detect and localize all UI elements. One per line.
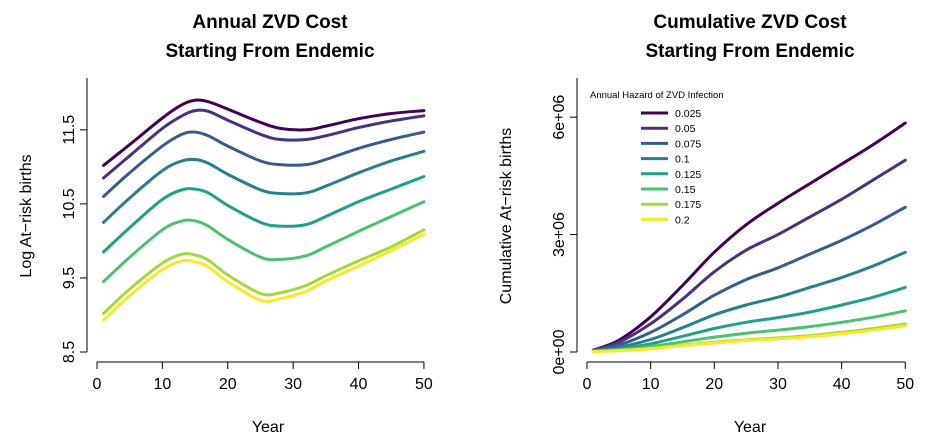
y-tick-label: 10.5	[61, 188, 78, 219]
series-line-0.1	[591, 250, 907, 353]
series-line-0.2	[591, 324, 907, 353]
series-line-0.175	[102, 228, 426, 315]
series-line-0.1	[102, 149, 426, 224]
y-tick-label: 6e+06	[551, 95, 568, 140]
x-tick-label: 40	[350, 376, 368, 393]
y-tick-label: 8.5	[61, 341, 78, 363]
series-line-0.075	[591, 205, 907, 352]
x-axis-label: Year	[734, 419, 767, 436]
legend-title: Annual Hazard of ZVD Infection	[590, 90, 724, 101]
series-line-0.05	[591, 158, 907, 352]
legend-label: 0.1	[675, 154, 690, 166]
x-tick-label: 30	[284, 376, 302, 393]
x-tick-label: 10	[642, 376, 660, 393]
x-tick-label: 10	[153, 376, 171, 393]
x-tick-label: 20	[705, 376, 723, 393]
y-axis-label: Log At−risk births	[18, 154, 35, 277]
legend-label: 0.075	[675, 138, 701, 150]
series-line-0.125	[591, 285, 907, 353]
chart-title-line-1: Annual ZVD Cost	[192, 12, 348, 33]
series-line-0.05	[102, 108, 426, 180]
legend-label: 0.15	[675, 184, 696, 196]
y-axis-label: Cumulative At−risk births	[498, 128, 515, 305]
series-line-0.15	[102, 200, 426, 284]
x-tick-label: 30	[769, 376, 787, 393]
chart-title-line-2: Starting From Endemic	[165, 41, 374, 62]
legend-label: 0.125	[675, 169, 701, 181]
series-line-0.125	[102, 175, 426, 254]
legend: Annual Hazard of ZVD Infection 0.025 0.05 0…	[590, 90, 724, 226]
annual-cost-panel: Annual ZVD Cost Starting From Endemic Ye…	[18, 12, 433, 436]
x-tick-label: 40	[833, 376, 851, 393]
chart-title-line-2: Starting From Endemic	[645, 41, 854, 62]
y-tick-label: 11.5	[61, 115, 78, 145]
legend-label: 0.175	[675, 199, 701, 211]
legend-label: 0.05	[675, 123, 696, 135]
legend-label: 0.2	[675, 214, 690, 226]
series-line-0.2	[102, 232, 426, 322]
series-line-0.025	[591, 121, 907, 352]
y-tick-label: 3e+06	[551, 212, 568, 257]
legend-label: 0.025	[675, 108, 701, 120]
y-tick-label: 9.5	[61, 267, 78, 289]
series-line-0.075	[102, 130, 426, 198]
x-tick-label: 20	[219, 376, 237, 393]
x-tick-label: 0	[583, 376, 592, 393]
x-tick-label: 0	[93, 376, 102, 393]
y-tick-label: 0e+00	[551, 329, 568, 374]
series-line-0.025	[102, 98, 426, 167]
cumulative-cost-panel: Cumulative ZVD Cost Starting From Endemi…	[498, 12, 914, 436]
x-tick-label: 50	[415, 376, 433, 393]
chart-title-line-1: Cumulative ZVD Cost	[653, 12, 847, 33]
x-axis-label: Year	[252, 419, 285, 436]
x-tick-label: 50	[896, 376, 914, 393]
